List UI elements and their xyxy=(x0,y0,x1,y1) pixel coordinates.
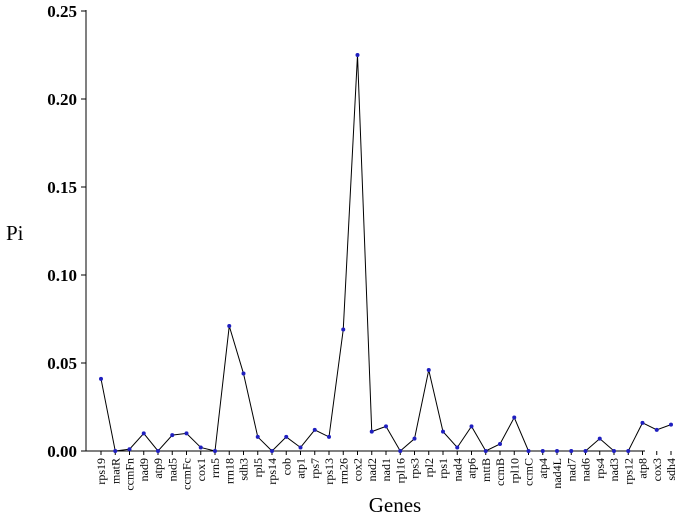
data-point-rps19 xyxy=(99,376,103,381)
x-tick-label-nad9: nad9 xyxy=(137,458,151,481)
x-tick-label-nad4: nad4 xyxy=(450,458,464,481)
x-tick-label-atp9: atp9 xyxy=(151,458,165,479)
x-tick-label-rpl16: rpl16 xyxy=(393,458,407,483)
x-axis: rps19 matR ccmFn nad9 atp9 nad5 ccmFc cox1 rrn5 r… xyxy=(86,450,678,491)
x-tick-label-cox3: cox3 xyxy=(650,458,664,481)
x-axis-title: Genes xyxy=(369,493,421,517)
data-point-atp1 xyxy=(298,445,303,450)
data-point-atp8 xyxy=(640,420,645,425)
x-tick-label-nad5: nad5 xyxy=(165,458,179,481)
y-axis: 0.00 0.05 0.10 0.15 0.20 0.25 xyxy=(47,2,87,461)
x-tick-label-rps3: rps3 xyxy=(408,458,422,479)
y-tick-label: 0.15 xyxy=(47,178,77,197)
series-line xyxy=(100,54,672,452)
x-tick-label-cox1: cox1 xyxy=(194,458,208,481)
data-point-atp4 xyxy=(540,449,545,453)
data-point-nad1 xyxy=(384,424,388,429)
x-tick-label-nad3: nad3 xyxy=(607,458,621,481)
data-point-ccmFn xyxy=(127,447,132,452)
data-point-nad4L xyxy=(555,449,559,453)
x-tick-label-atp6: atp6 xyxy=(465,458,479,479)
data-point-rps14 xyxy=(270,449,274,453)
x-tick-label-rps1: rps1 xyxy=(436,458,450,479)
data-point-cox1 xyxy=(198,445,203,450)
x-tick-label-nad6: nad6 xyxy=(579,458,593,481)
x-tick-label-rrn26: rrn26 xyxy=(336,458,350,484)
data-point-nad4 xyxy=(455,445,460,450)
data-point-nad6 xyxy=(583,449,588,453)
x-tick-label-cob: cob xyxy=(279,458,293,475)
x-tick-label-rps12: rps12 xyxy=(621,458,635,485)
x-tick-label-ccmC: ccmC xyxy=(522,458,536,486)
data-point-rps12 xyxy=(626,449,631,453)
data-point-rrn26 xyxy=(341,327,346,332)
data-point-ccmFc xyxy=(184,431,189,436)
x-tick-label-nad7: nad7 xyxy=(564,458,578,481)
data-point-rrn5 xyxy=(213,449,217,453)
data-point-rps13 xyxy=(327,434,331,439)
x-tick-label-cox2: cox2 xyxy=(351,458,365,481)
x-tick-label-nad2: nad2 xyxy=(365,458,379,481)
data-point-rps4 xyxy=(597,436,602,441)
data-point-sdh3 xyxy=(241,371,246,376)
x-tick-label-rps14: rps14 xyxy=(265,458,279,485)
data-point-rpl2 xyxy=(426,368,431,373)
data-point-sdh4 xyxy=(669,422,673,427)
x-tick-label-rrn18: rrn18 xyxy=(222,458,236,484)
y-ticks: 0.00 0.05 0.10 0.15 0.20 0.25 xyxy=(47,2,86,461)
x-ticks: rps19 matR ccmFn nad9 atp9 nad5 ccmFc cox1 rrn5 r… xyxy=(94,451,678,491)
data-point-nad5 xyxy=(170,433,175,438)
x-tick-label-sdh4: sdh4 xyxy=(664,458,678,481)
data-point-ccmC xyxy=(526,449,531,453)
x-tick-label-atp4: atp4 xyxy=(536,458,550,479)
x-tick-label-rps4: rps4 xyxy=(593,458,607,479)
x-tick-label-mttB: mttB xyxy=(479,458,493,482)
data-point-rps7 xyxy=(312,427,317,432)
data-point-mttB xyxy=(483,449,488,453)
data-point-ccmB xyxy=(498,441,502,446)
data-point-atp9 xyxy=(156,449,160,453)
data-point-rps3 xyxy=(412,436,417,441)
data-point-rps1 xyxy=(441,429,445,434)
x-tick-label-rpl5: rpl5 xyxy=(251,458,265,477)
x-tick-label-sdh3: sdh3 xyxy=(237,458,251,481)
x-tick-label-rpl2: rpl2 xyxy=(422,458,436,477)
data-point-rrn18 xyxy=(227,324,232,329)
data-point-cox3 xyxy=(654,427,659,432)
x-tick-label-nad1: nad1 xyxy=(379,458,393,481)
data-point-nad3 xyxy=(612,449,616,453)
data-point-matR xyxy=(113,449,118,453)
x-tick-label-ccmFc: ccmFc xyxy=(180,458,194,490)
y-axis-title: Pi xyxy=(6,221,24,245)
data-point-nad7 xyxy=(569,449,574,453)
data-point-atp6 xyxy=(469,424,474,429)
data-point-rpl5 xyxy=(255,434,260,439)
data-point-rpl10 xyxy=(512,415,517,420)
x-tick-label-rrn5: rrn5 xyxy=(208,458,222,478)
x-tick-label-rpl10: rpl10 xyxy=(507,458,521,483)
x-tick-label-ccmB: ccmB xyxy=(493,458,507,486)
x-tick-label-matR: matR xyxy=(108,458,122,484)
x-tick-label-ccmFn: ccmFn xyxy=(123,458,137,491)
y-tick-label: 0.10 xyxy=(47,266,77,285)
data-point-cob xyxy=(284,434,289,439)
data-point-rpl16 xyxy=(398,449,403,453)
y-tick-label: 0.00 xyxy=(47,442,77,461)
x-tick-label-rps7: rps7 xyxy=(308,458,322,479)
y-tick-label: 0.05 xyxy=(47,354,77,373)
data-point-nad2 xyxy=(369,429,374,434)
x-tick-label-rps13: rps13 xyxy=(322,458,336,485)
x-tick-label-atp1: atp1 xyxy=(294,458,308,479)
data-point-nad9 xyxy=(141,431,146,436)
y-tick-label: 0.25 xyxy=(47,2,77,21)
data-point-cox2 xyxy=(355,53,360,57)
x-tick-label-nad4L: nad4L xyxy=(550,458,564,489)
x-tick-label-rps19: rps19 xyxy=(94,458,108,485)
x-tick-label-atp8: atp8 xyxy=(636,458,650,479)
y-tick-label: 0.20 xyxy=(47,90,77,109)
series-pi xyxy=(99,53,673,453)
